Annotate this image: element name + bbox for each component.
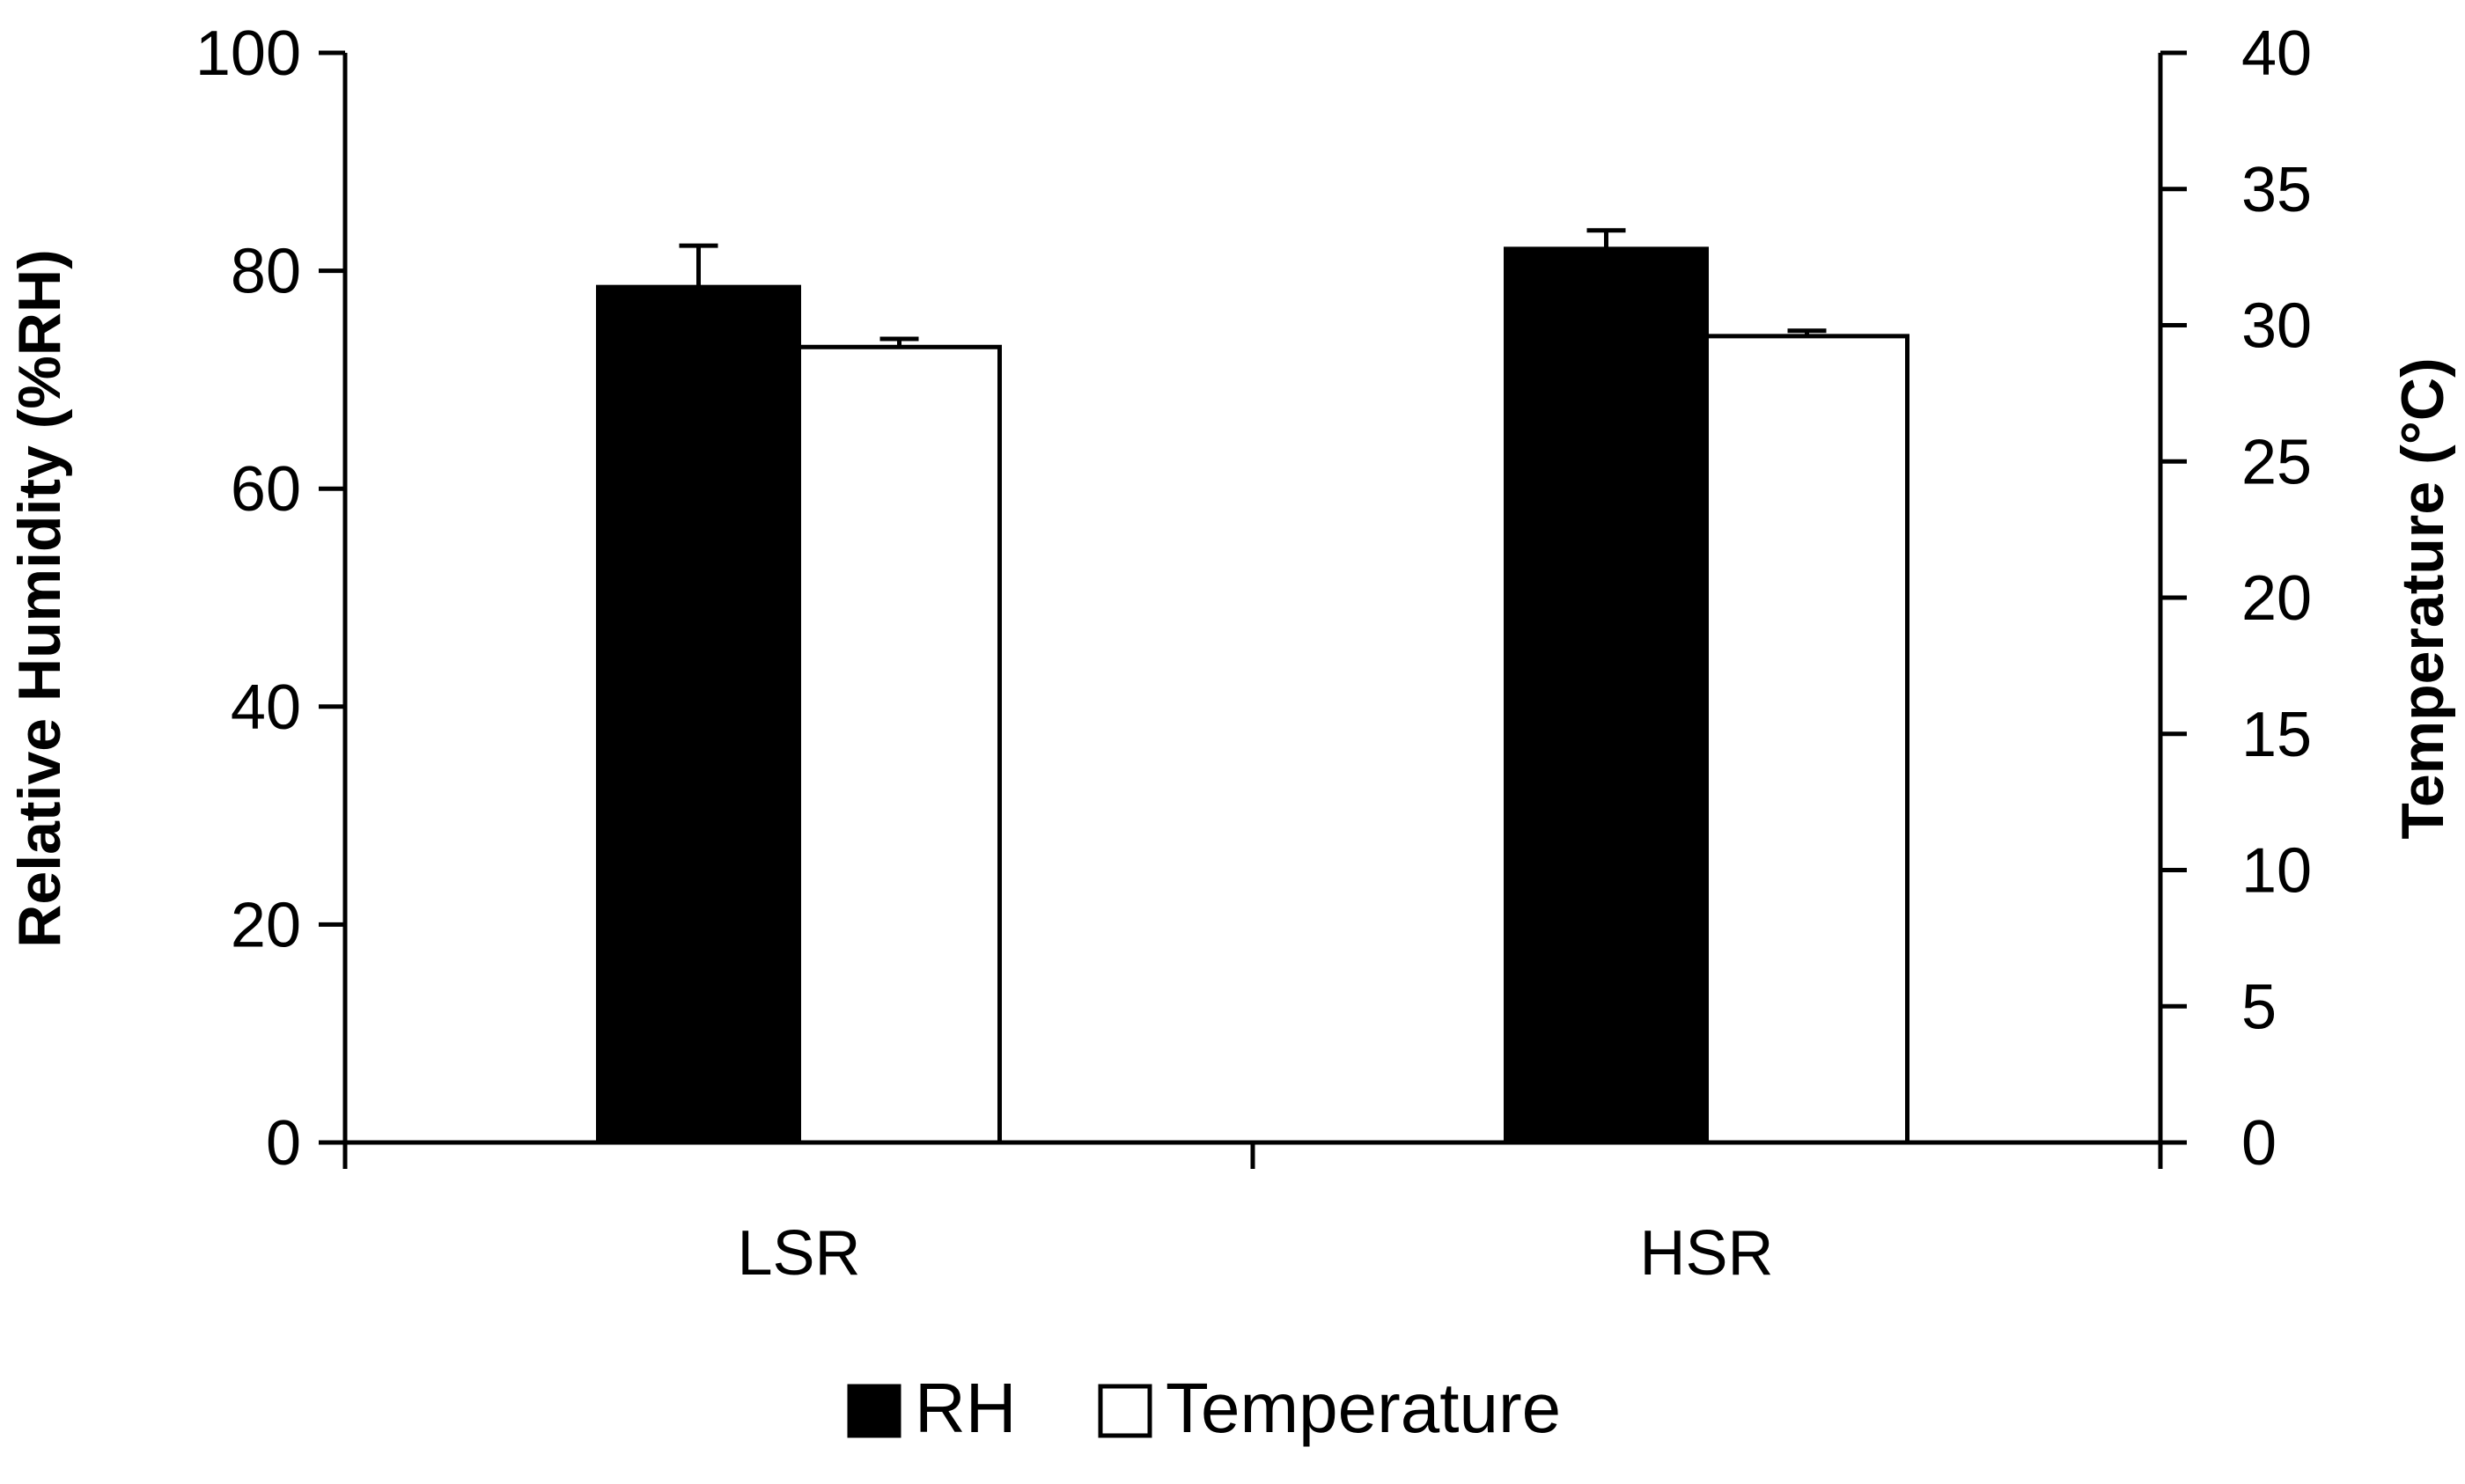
y2-tick-label: 35 [2241, 155, 2312, 225]
x-category-label: LSR [737, 1218, 860, 1289]
bar-temperature-lsr [797, 344, 1002, 1145]
bars-layer [596, 228, 1909, 1145]
y-tick-label: 100 [195, 18, 301, 89]
bar-rh-hsr [1504, 246, 1709, 1145]
legend-swatch-rh [847, 1384, 901, 1438]
legend: RH Temperature [847, 1369, 1561, 1447]
bar-rh-lsr [596, 284, 801, 1145]
y-tick-label: 20 [231, 890, 301, 960]
y2-tick-label: 20 [2241, 563, 2312, 634]
y2-tick-label: 15 [2241, 700, 2312, 770]
axes-layer: 0 20 40 60 80 100 0 5 10 15 20 25 30 35 40 LSR HSR [195, 18, 2312, 1289]
legend-swatch-temperature [1098, 1384, 1152, 1438]
y-tick-label: 80 [231, 237, 301, 307]
y-tick-label: 60 [231, 454, 301, 525]
y2-axis-title: Temperature (°C) [2389, 357, 2456, 839]
legend-label-temperature: Temperature [1166, 1369, 1561, 1447]
y2-tick-label: 10 [2241, 836, 2312, 907]
y2-tick-label: 5 [2241, 972, 2277, 1042]
legend-label-rh: RH [915, 1369, 1017, 1447]
y-tick-label: 0 [266, 1108, 301, 1179]
bar-temperature-hsr [1704, 334, 1909, 1145]
y-tick-label: 40 [231, 672, 301, 743]
y2-tick-label: 30 [2241, 291, 2312, 362]
y2-tick-label: 40 [2241, 18, 2312, 89]
y2-tick-label: 25 [2241, 427, 2312, 497]
x-category-label: HSR [1639, 1218, 1773, 1289]
y-axis-title: Relative Humidity (%RH) [6, 249, 73, 947]
y2-tick-label: 0 [2241, 1108, 2277, 1179]
